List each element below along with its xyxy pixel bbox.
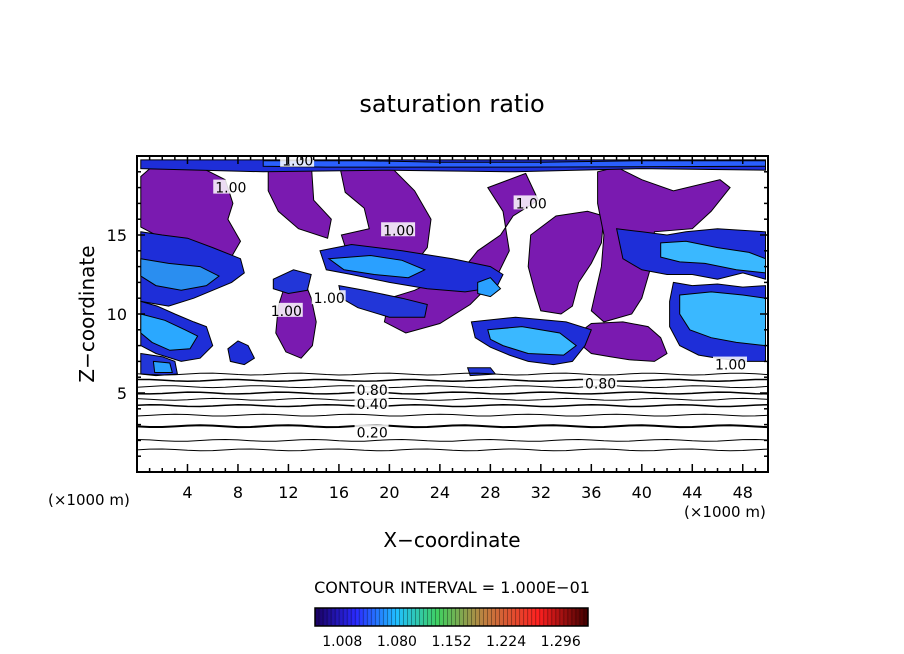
contour-label-9: 0.40 — [357, 397, 388, 413]
x-tick-label: 4 — [182, 483, 192, 502]
colorbar: 1.008 1.080 1.152 1.224 1.296 — [314, 607, 589, 650]
region-9 — [140, 258, 220, 291]
contour-label-bg-2 — [381, 222, 416, 237]
contour-label-7: 0.80 — [357, 383, 388, 399]
region-24 — [660, 240, 766, 274]
x-tick-label: 24 — [430, 483, 450, 502]
colorbar-tick-label: 1.152 — [431, 634, 471, 650]
colorbar-tick-label: 1.080 — [377, 634, 417, 650]
contour-line-3 — [137, 413, 768, 417]
x-tick-label: 28 — [480, 483, 500, 502]
x-axis-ticks: 4 8 12 16 20 24 28 32 36 40 44 48 — [148, 156, 757, 502]
contour-interval-text: CONTOUR INTERVAL = 1.000E−01 — [314, 578, 590, 597]
region-19 — [477, 277, 502, 298]
contour-label-bg-9 — [354, 396, 389, 411]
contour-label-5: 1.00 — [314, 291, 345, 307]
contour-label-10: 0.20 — [357, 426, 388, 442]
contour-label-bg-1 — [213, 179, 248, 194]
x-tick-label: 32 — [531, 483, 551, 502]
region-18 — [338, 284, 428, 318]
contour-label-bg-8 — [583, 375, 618, 390]
plot-area: 1.001.001.001.001.001.001.000.80 0.800.40… — [137, 154, 768, 472]
colorbar-level-lines — [318, 608, 585, 626]
contour-label-bg-6 — [712, 356, 747, 371]
colorbar-tick-label: 1.008 — [322, 634, 362, 650]
y-axis-label: Z−coordinate — [75, 245, 99, 382]
contour-line-5 — [137, 397, 768, 401]
colorbar-tick-labels: 1.008 1.080 1.152 1.224 1.296 — [322, 634, 581, 650]
contour-label-0: 1.00 — [282, 154, 313, 170]
region-15 — [272, 269, 312, 295]
x-tick-label: 16 — [329, 483, 349, 502]
contour-line-6 — [137, 391, 768, 395]
contour-labels: 1.001.001.001.001.001.001.000.80 0.800.40… — [213, 154, 747, 442]
contour-label-6: 1.00 — [715, 358, 746, 374]
region-14 — [227, 340, 256, 366]
x-tick-label: 36 — [581, 483, 601, 502]
x-tick-label: 44 — [682, 483, 702, 502]
region-26 — [679, 291, 766, 347]
contour-line-1 — [137, 438, 768, 442]
region-5 — [527, 210, 605, 315]
contour-line-9 — [137, 372, 768, 376]
contour-label-2: 1.00 — [383, 223, 414, 239]
contour-label-bg-4 — [268, 302, 303, 317]
contour-label-1: 1.00 — [215, 181, 246, 197]
x-axis-label: X−coordinate — [383, 528, 520, 552]
region-1 — [267, 161, 332, 239]
chart-title: saturation ratio — [359, 90, 544, 118]
colorbar-tick-label: 1.224 — [486, 634, 526, 650]
contour-line-7 — [137, 385, 768, 389]
x-tick-label: 48 — [733, 483, 753, 502]
colorbar-tick-label: 1.296 — [541, 634, 581, 650]
contour-label-bg-5 — [311, 290, 346, 305]
contour-label-bg-10 — [354, 424, 389, 439]
region-17 — [327, 254, 426, 279]
y-tick-label: 15 — [107, 226, 127, 245]
x-tick-label: 20 — [379, 483, 399, 502]
x-tick-label: 40 — [632, 483, 652, 502]
region-7 — [571, 321, 668, 362]
y-axis-ticks: 5 10 15 — [107, 171, 768, 457]
contour-label-bg-0 — [280, 156, 315, 167]
x-unit-left: (×1000 m) — [48, 491, 130, 509]
x-unit-right: (×1000 m) — [684, 503, 766, 521]
contour-label-bg-7 — [354, 381, 389, 396]
contour-lines — [137, 372, 768, 452]
x-tick-label: 12 — [278, 483, 298, 502]
region-13 — [152, 360, 173, 373]
contour-line-2 — [137, 424, 768, 429]
y-tick-label: 5 — [117, 384, 127, 403]
x-tick-label: 8 — [233, 483, 243, 502]
saturation-regions — [140, 159, 766, 377]
y-tick-label: 10 — [107, 305, 127, 324]
contour-label-8: 0.80 — [585, 377, 616, 393]
contour-line-0 — [137, 448, 768, 452]
contour-label-3: 1.00 — [516, 196, 547, 212]
contour-label-bg-3 — [513, 195, 548, 210]
contour-label-4: 1.00 — [271, 304, 302, 320]
region-11 — [140, 313, 199, 351]
region-21 — [487, 326, 578, 356]
contour-line-4 — [137, 403, 768, 408]
contour-line-8 — [137, 378, 768, 383]
region-22 — [466, 367, 497, 377]
